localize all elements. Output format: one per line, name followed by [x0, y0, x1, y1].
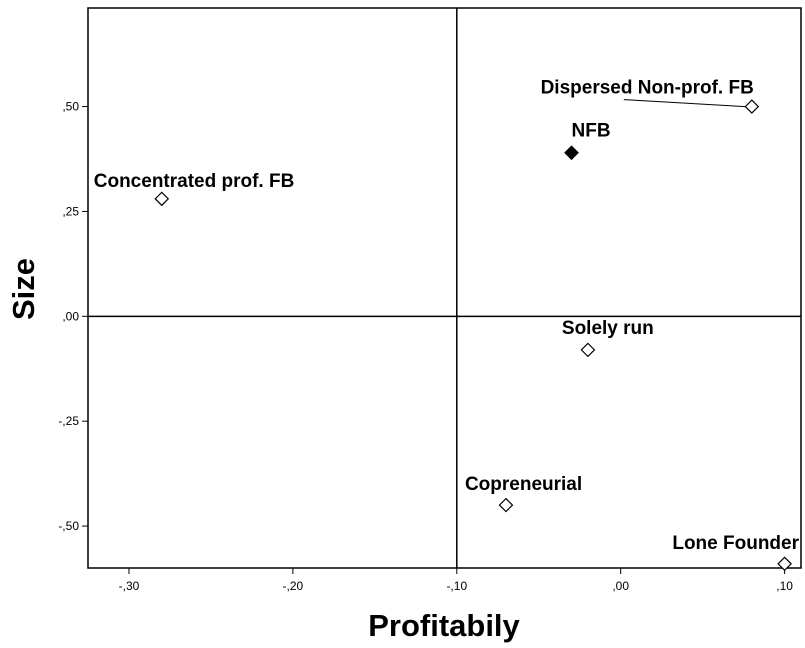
label-leader-line — [623, 99, 746, 108]
point-marker — [777, 556, 792, 572]
y-tick-label: ,50 — [62, 100, 79, 114]
x-tick-label: ,10 — [776, 579, 793, 593]
point-label: Concentrated prof. FB — [94, 171, 295, 192]
y-tick-label: -,25 — [58, 414, 79, 428]
point-marker — [154, 191, 170, 207]
y-axis-title: Size — [6, 258, 41, 320]
point-label: Solely run — [562, 318, 654, 339]
plot-frame — [87, 7, 802, 569]
y-tick-label: ,25 — [62, 204, 79, 218]
x-axis-ticks: -,30 -,20 -,10 ,00 ,10 — [119, 568, 793, 593]
y-axis-ticks: ,50 ,25 ,00 -,25 -,50 — [58, 100, 88, 533]
data-points: Dispersed Non-prof. FB NFB Concentrated pr… — [94, 78, 800, 572]
data-point: Lone Founder — [672, 533, 800, 572]
x-axis-title: Profitabily — [368, 608, 520, 643]
point-marker — [498, 497, 514, 513]
data-point: Solely run — [562, 318, 654, 358]
point-label: NFB — [572, 121, 611, 142]
x-tick-label: -,20 — [283, 579, 304, 593]
y-tick-label: ,00 — [62, 309, 79, 323]
x-tick-label: -,30 — [119, 579, 140, 593]
data-point: Dispersed Non-prof. FB — [541, 78, 760, 114]
point-marker — [744, 99, 760, 114]
point-label: Copreneurial — [465, 474, 582, 495]
point-marker — [580, 342, 596, 358]
data-point: Copreneurial — [465, 474, 582, 513]
data-point: Concentrated prof. FB — [94, 171, 295, 207]
x-tick-label: ,00 — [612, 579, 629, 593]
x-tick-label: -,10 — [446, 579, 467, 593]
reference-lines — [88, 8, 801, 568]
point-label: Lone Founder — [672, 533, 799, 554]
point-label: Dispersed Non-prof. FB — [541, 78, 754, 99]
data-point: NFB — [564, 121, 611, 161]
point-marker — [564, 145, 579, 161]
y-tick-label: -,50 — [58, 519, 79, 533]
